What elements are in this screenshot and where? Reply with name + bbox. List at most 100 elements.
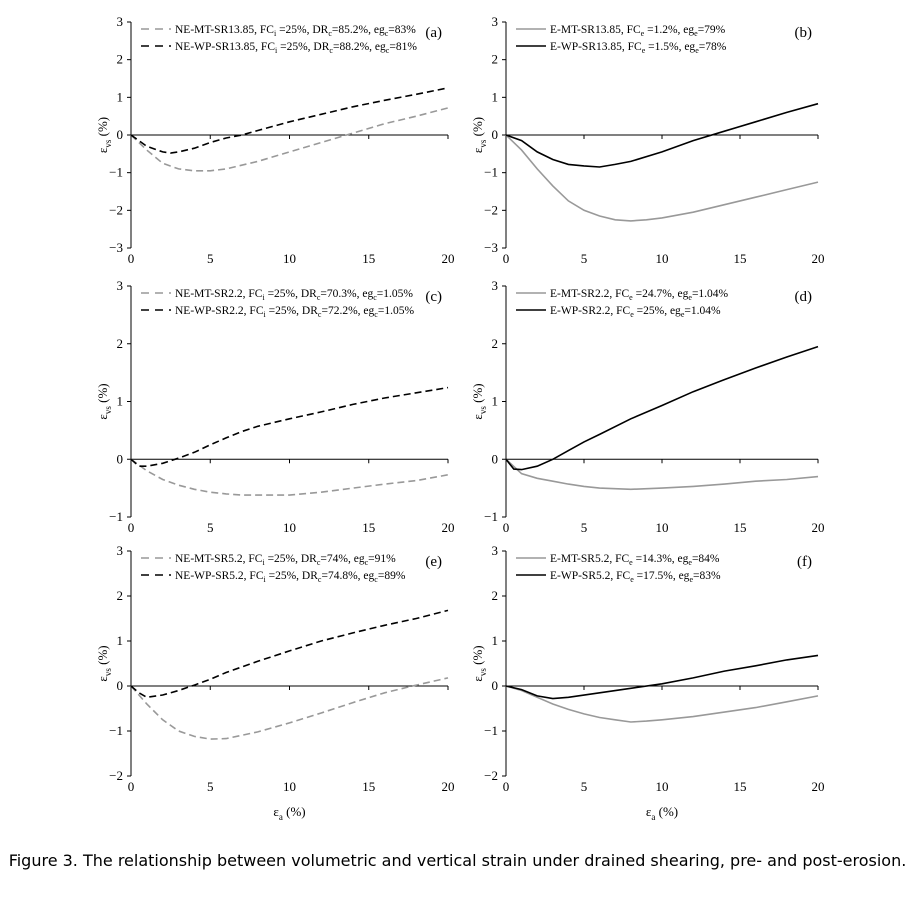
y-axis-label-unit: (%) — [470, 645, 485, 668]
x-tick-label: 0 — [128, 251, 135, 266]
legend-text: NE-MT-SR13.85, FC — [175, 24, 274, 36]
y-tick-label: −2 — [484, 202, 498, 217]
legend-text: =25%, DR — [276, 24, 328, 36]
y-tick-label: 2 — [492, 588, 499, 603]
x-tick-label: 20 — [812, 779, 825, 794]
legend-text: E-WP-SR5.2, FC — [550, 570, 631, 582]
y-axis-label: εvs (%) — [470, 383, 488, 419]
x-tick-label: 10 — [283, 779, 296, 794]
legend-subscript: c — [365, 558, 369, 567]
y-tick-label: −2 — [109, 768, 123, 783]
y-axis-label-symbol: ε — [470, 147, 485, 153]
legend-subscript: i — [262, 293, 265, 302]
y-tick-label: 1 — [117, 394, 124, 409]
legend-text: =24.7%, eg — [633, 288, 689, 300]
x-tick-label: 15 — [362, 779, 375, 794]
x-tick-label: 15 — [362, 520, 375, 535]
legend-entry: NE-WP-SR2.2, FCi =25%, DRc=72.2%, egc=1.… — [175, 305, 414, 319]
series-line-mt — [505, 685, 819, 723]
x-tick-label: 15 — [734, 779, 747, 794]
y-axis-label: εvs (%) — [470, 117, 488, 153]
legend-text: E-MT-SR5.2, FC — [550, 553, 629, 565]
legend-text: =74.8%, eg — [321, 570, 374, 582]
legend-subscript: i — [264, 310, 267, 319]
y-axis-label: εvs (%) — [470, 645, 488, 681]
y-tick-label: 1 — [492, 89, 499, 104]
legend-subscript: c — [318, 575, 322, 584]
x-tick-label: 0 — [503, 779, 510, 794]
y-axis-label-subscript: vs — [478, 139, 488, 148]
x-tick-label: 5 — [207, 251, 214, 266]
y-tick-label: −1 — [109, 509, 123, 524]
x-tick-label: 5 — [581, 779, 588, 794]
legend-subscript: i — [264, 575, 267, 584]
x-tick-label: 10 — [656, 779, 669, 794]
x-axis-label-symbol: ε — [646, 804, 652, 819]
x-axis-label: εa (%) — [646, 804, 678, 822]
y-axis-label-unit: (%) — [95, 383, 110, 406]
y-tick-label: 1 — [492, 394, 499, 409]
series-line-mt — [130, 107, 449, 172]
panel-label: (e) — [425, 554, 442, 570]
panel-label: (a) — [425, 25, 442, 41]
x-tick-label: 5 — [581, 251, 588, 266]
x-tick-label: 15 — [734, 251, 747, 266]
y-tick-label: −2 — [109, 202, 123, 217]
legend-text: =85.2%, eg — [332, 24, 385, 36]
y-tick-label: 0 — [117, 451, 124, 466]
legend-text: =74%, eg — [320, 553, 364, 565]
series-line-wp — [130, 609, 449, 699]
legend-subscript: e — [629, 293, 633, 302]
y-tick-label: 0 — [492, 451, 499, 466]
legend-text: =1.05% — [378, 305, 415, 317]
legend-text: =17.5%, eg — [634, 570, 690, 582]
legend-text: =83% — [693, 570, 721, 582]
y-tick-label: −3 — [484, 240, 498, 255]
legend-subscript: i — [274, 29, 277, 38]
legend-entry: E-MT-SR13.85, FCe =1.2%, ege=79% — [550, 24, 726, 38]
legend-text: E-MT-SR13.85, FC — [550, 24, 641, 36]
legend-text: NE-WP-SR13.85, FC — [175, 41, 275, 53]
legend-text: =25%, DR — [265, 288, 317, 300]
y-tick-label: −1 — [484, 723, 498, 738]
legend-text: E-WP-SR13.85, FC — [550, 41, 642, 53]
legend-text: =88.2%, eg — [333, 41, 386, 53]
legend-subscript: e — [694, 29, 698, 38]
series-line-wp — [130, 87, 449, 154]
legend-subscript: c — [318, 310, 322, 319]
legend-text: =1.04% — [684, 305, 721, 317]
y-tick-label: 2 — [492, 336, 499, 351]
legend-text: E-WP-SR2.2, FC — [550, 305, 631, 317]
legend-text: E-MT-SR2.2, FC — [550, 288, 629, 300]
x-tick-label: 0 — [128, 779, 135, 794]
x-tick-label: 10 — [283, 520, 296, 535]
y-axis-label-symbol: ε — [95, 147, 110, 153]
y-tick-label: 2 — [117, 588, 124, 603]
series-line-wp — [505, 102, 819, 168]
y-tick-label: 0 — [117, 678, 124, 693]
legend-subscript: e — [689, 575, 693, 584]
y-tick-label: 3 — [492, 14, 499, 29]
legend-entry: E-MT-SR5.2, FCe =14.3%, ege=84% — [550, 553, 720, 567]
legend-text: NE-MT-SR5.2, FC — [175, 553, 263, 565]
legend-entry: NE-WP-SR5.2, FCi =25%, DRc=74.8%, egc=89… — [175, 570, 406, 584]
x-tick-label: 0 — [128, 520, 135, 535]
y-axis-label: εvs (%) — [95, 383, 113, 419]
x-axis-label-symbol: ε — [273, 804, 279, 819]
x-axis-label-unit: (%) — [655, 804, 678, 819]
legend-subscript: c — [328, 29, 332, 38]
x-tick-label: 20 — [442, 251, 455, 266]
y-tick-label: 0 — [492, 678, 499, 693]
y-tick-label: 3 — [117, 543, 124, 558]
legend-text: =14.3%, eg — [633, 553, 689, 565]
legend-text: =25%, DR — [277, 41, 329, 53]
legend-entry: NE-MT-SR2.2, FCi =25%, DRc=70.3%, egc=1.… — [175, 288, 413, 302]
legend-text: =25%, DR — [266, 305, 318, 317]
x-axis-label-subscript: a — [651, 812, 655, 822]
legend-entry: E-MT-SR2.2, FCe =24.7%, ege=1.04% — [550, 288, 729, 302]
y-tick-label: −1 — [484, 509, 498, 524]
x-tick-label: 10 — [283, 251, 296, 266]
